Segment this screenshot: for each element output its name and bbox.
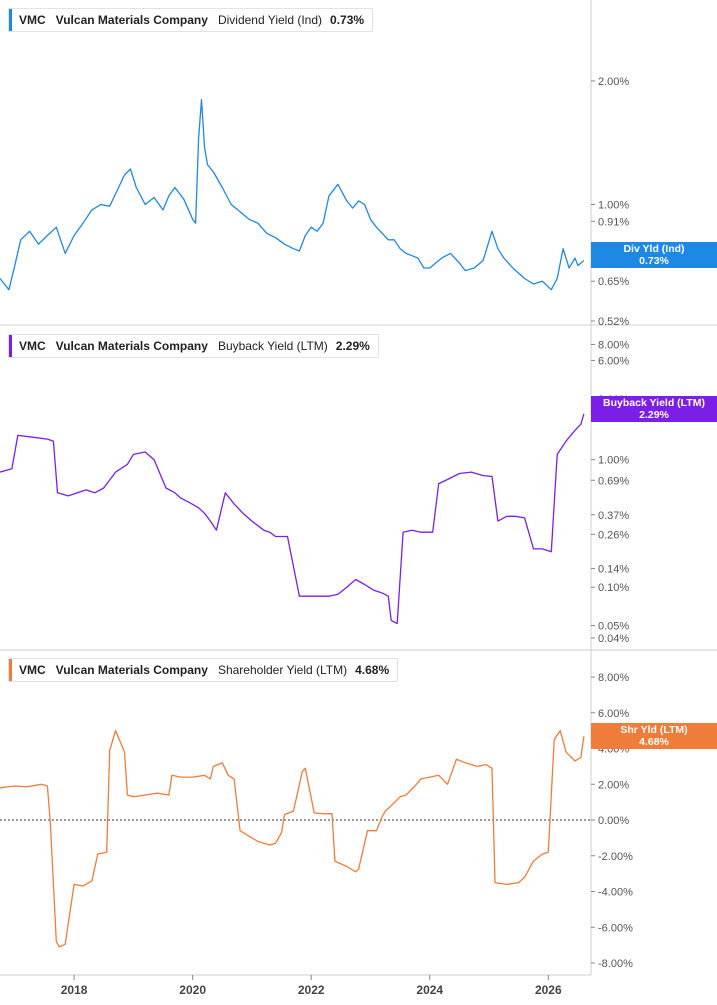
y-tick-label: 8.00% [598,672,629,684]
buyback-series-line [0,413,585,625]
legend-ticker: VMC [19,339,46,353]
dividend-last-value-tag: Div Yld (Ind) 0.73% [591,242,717,268]
y-tick-label: 0.04% [598,633,629,645]
x-tick-label: 2022 [298,983,325,997]
dividend-yield-panel: 2.00%1.00%0.91%0.78%0.65%0.52% [0,76,629,328]
x-tick-label: 2024 [416,983,443,997]
dividend-legend-color-bar [9,9,12,31]
y-tick-label: -6.00% [598,922,633,934]
tag-value: 4.68% [639,736,669,748]
legend-metric: Shareholder Yield (LTM) [217,663,348,677]
tag-value: 2.29% [639,409,669,421]
y-tick-label: 2.00% [598,779,629,791]
tag-value: 0.73% [639,255,669,267]
x-axis: 2018 2020 2022 2024 2026 [61,975,562,997]
x-tick-label: 2026 [535,983,562,997]
y-tick-label: 0.10% [598,582,629,594]
y-tick-label: 1.00% [598,455,629,467]
tag-label: Buyback Yield (LTM) [603,397,705,409]
y-tick-label: 0.00% [598,815,629,827]
dividend-series-line [0,99,585,291]
legend-metric: Dividend Yield (Ind) [217,13,323,27]
shareholder-yield-panel: 8.00%6.00%4.00%2.00%0.00%-2.00%-4.00%-6.… [0,672,633,970]
legend-ticker: VMC [19,13,46,27]
y-tick-label: 0.37% [598,510,629,522]
y-tick-label: 1.00% [598,199,629,211]
shareholder-legend-color-bar [9,659,12,681]
buyback-yield-panel: 8.00%6.00%3.00%1.00%0.69%0.37%0.26%0.14%… [0,340,629,645]
buyback-last-value-tag: Buyback Yield (LTM) 2.29% [591,396,717,422]
buyback-legend[interactable]: VMC Vulcan Materials Company Buyback Yie… [8,334,379,358]
shareholder-last-value-tag: Shr Yld (LTM) 4.68% [591,723,717,749]
y-tick-label: -4.00% [598,887,633,899]
y-tick-label: 0.91% [598,216,629,228]
tag-label: Shr Yld (LTM) [620,724,688,736]
y-tick-label: -2.00% [598,851,633,863]
tag-label: Div Yld (Ind) [623,243,685,255]
buyback-legend-color-bar [9,335,12,357]
legend-ticker: VMC [19,663,46,677]
y-tick-label: -8.00% [598,958,633,970]
legend-metric: Buyback Yield (LTM) [217,339,328,353]
y-tick-label: 0.14% [598,564,629,576]
dividend-legend[interactable]: VMC Vulcan Materials Company Dividend Yi… [8,8,374,32]
shareholder-series-line [0,729,585,948]
x-tick-label: 2020 [179,983,206,997]
y-tick-label: 0.26% [598,529,629,541]
y-tick-label: 0.65% [598,276,629,288]
legend-value: 0.73% [330,13,365,27]
y-tick-label: 0.52% [598,316,629,328]
chart-frame [0,0,717,976]
shareholder-legend[interactable]: VMC Vulcan Materials Company Shareholder… [8,658,399,682]
legend-value: 2.29% [335,339,370,353]
legend-company: Vulcan Materials Company [55,339,208,353]
y-tick-label: 2.00% [598,76,629,88]
legend-company: Vulcan Materials Company [55,663,208,677]
legend-company: Vulcan Materials Company [55,13,208,27]
y-tick-label: 6.00% [598,355,629,367]
y-tick-label: 6.00% [598,708,629,720]
y-tick-label: 0.69% [598,475,629,487]
y-tick-label: 8.00% [598,340,629,352]
x-tick-label: 2018 [61,983,88,997]
legend-value: 4.68% [355,663,390,677]
y-tick-label: 0.05% [598,621,629,633]
